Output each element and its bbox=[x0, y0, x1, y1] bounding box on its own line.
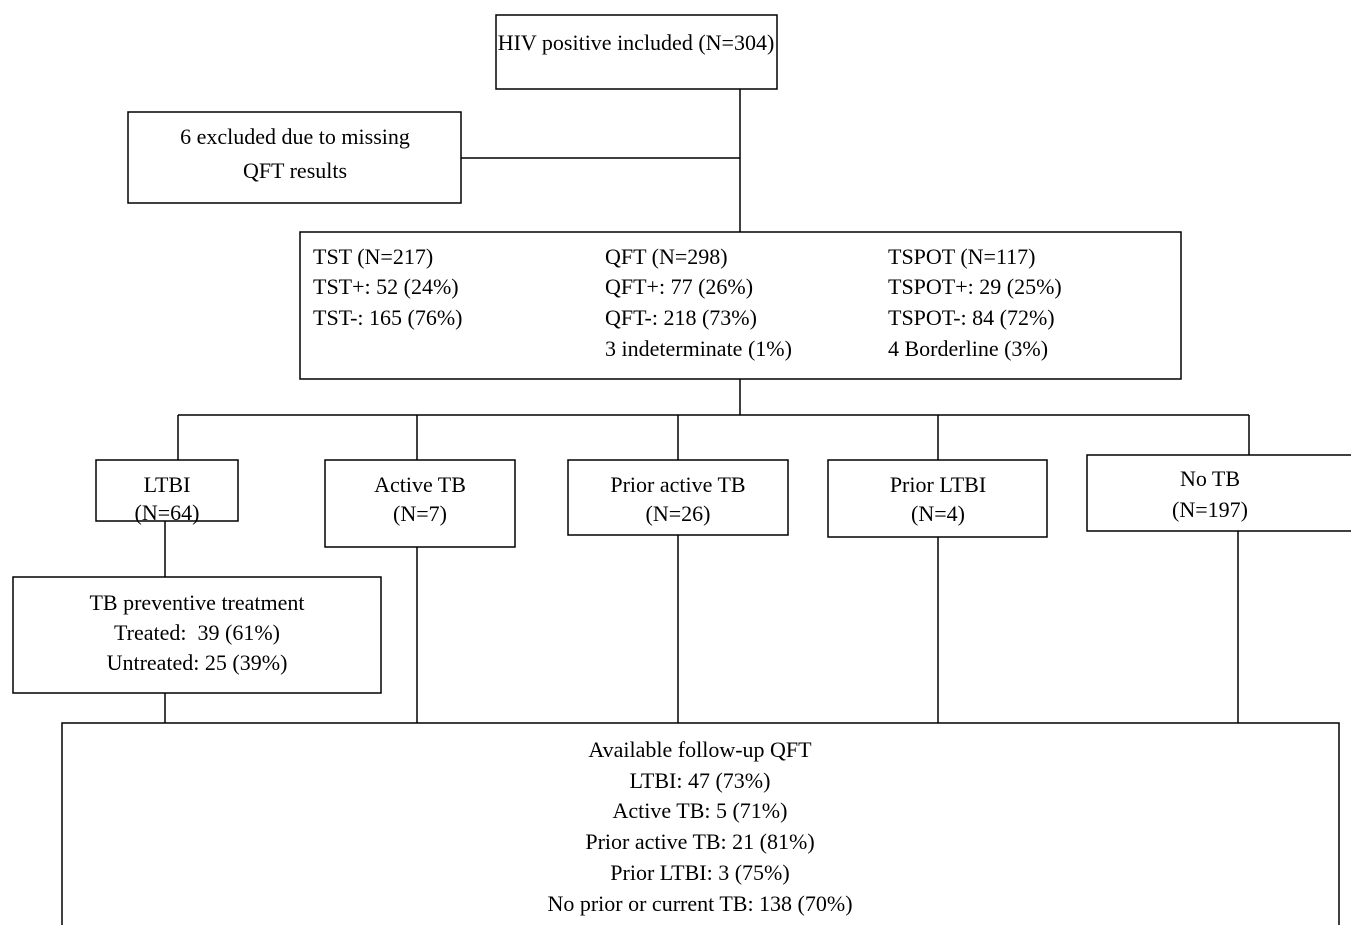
node-text: Untreated: 25 (39%) bbox=[107, 650, 288, 675]
box bbox=[1086, 454, 1351, 532]
node-text: Active TB bbox=[374, 472, 466, 497]
node-text: 4 Borderline (3%) bbox=[888, 336, 1048, 361]
node-text: No TB bbox=[1180, 466, 1240, 491]
node-text: (N=7) bbox=[393, 501, 447, 526]
node-text: Available follow-up QFT bbox=[588, 737, 812, 762]
node-text: QFT (N=298) bbox=[605, 244, 728, 269]
labels: HIV positive included (N=304) 6 excluded … bbox=[89, 30, 1247, 916]
node-text: (N=26) bbox=[646, 501, 711, 526]
node-text: Treated: 39 (61%) bbox=[114, 620, 280, 645]
node-text: HIV positive included (N=304) bbox=[498, 30, 775, 55]
box bbox=[827, 459, 1048, 538]
node-text: QFT-: 218 (73%) bbox=[605, 305, 757, 330]
node-text: TST-: 165 (76%) bbox=[313, 305, 463, 330]
node-text: TB preventive treatment bbox=[89, 590, 304, 615]
node-text: TSPOT+: 29 (25%) bbox=[888, 274, 1062, 299]
node-text: Prior LTBI bbox=[890, 472, 986, 497]
node-text: (N=64) bbox=[135, 500, 200, 525]
node-text: QFT+: 77 (26%) bbox=[605, 274, 753, 299]
box bbox=[12, 576, 382, 694]
node-text: TST+: 52 (24%) bbox=[313, 274, 459, 299]
box bbox=[324, 459, 516, 548]
box bbox=[127, 111, 462, 204]
node-text: TST (N=217) bbox=[313, 244, 433, 269]
node-text: Prior active TB bbox=[610, 472, 745, 497]
node-text: Active TB: 5 (71%) bbox=[613, 798, 788, 823]
box bbox=[95, 459, 239, 522]
node-text: (N=4) bbox=[911, 501, 965, 526]
node-text: LTBI bbox=[144, 472, 191, 497]
node-text: Prior active TB: 21 (81%) bbox=[585, 829, 814, 854]
node-text: LTBI: 47 (73%) bbox=[630, 768, 771, 793]
node-text: TSPOT-: 84 (72%) bbox=[888, 305, 1055, 330]
node-text: QFT results bbox=[243, 158, 347, 183]
node-text: No prior or current TB: 138 (70%) bbox=[547, 891, 852, 916]
node-text: 6 excluded due to missing bbox=[180, 124, 410, 149]
box bbox=[567, 459, 789, 536]
box bbox=[495, 14, 778, 90]
node-text: TSPOT (N=117) bbox=[888, 244, 1035, 269]
connectors bbox=[164, 89, 1250, 723]
node-text: (N=197) bbox=[1172, 497, 1248, 522]
node-text: 3 indeterminate (1%) bbox=[605, 336, 792, 361]
box bbox=[299, 231, 1182, 380]
node-text: Prior LTBI: 3 (75%) bbox=[610, 860, 789, 885]
box bbox=[61, 722, 1340, 925]
